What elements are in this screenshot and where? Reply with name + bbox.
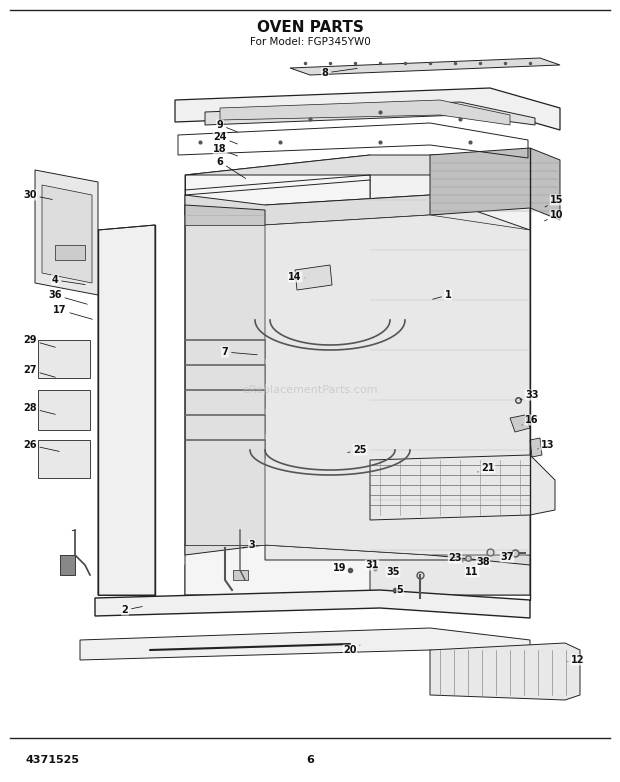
Text: 6: 6 bbox=[306, 755, 314, 765]
Text: 24: 24 bbox=[213, 132, 237, 144]
Polygon shape bbox=[265, 195, 530, 560]
Text: 10: 10 bbox=[544, 210, 564, 221]
Text: 27: 27 bbox=[24, 365, 55, 377]
Polygon shape bbox=[95, 590, 530, 618]
Polygon shape bbox=[38, 440, 90, 478]
Polygon shape bbox=[265, 215, 530, 555]
Text: 1: 1 bbox=[433, 290, 451, 300]
Text: 26: 26 bbox=[24, 440, 60, 451]
Text: 7: 7 bbox=[221, 347, 257, 357]
Text: 18: 18 bbox=[213, 144, 237, 156]
Text: OVEN PARTS: OVEN PARTS bbox=[257, 20, 363, 35]
Text: 2: 2 bbox=[122, 605, 142, 615]
Text: 17: 17 bbox=[53, 305, 92, 319]
Polygon shape bbox=[185, 155, 370, 595]
Polygon shape bbox=[290, 58, 560, 75]
Bar bbox=[55, 245, 85, 260]
Polygon shape bbox=[185, 155, 530, 175]
Text: 20: 20 bbox=[343, 645, 360, 655]
Text: 29: 29 bbox=[24, 335, 55, 347]
Text: 16: 16 bbox=[522, 415, 539, 425]
Text: 5: 5 bbox=[394, 585, 404, 595]
Polygon shape bbox=[430, 643, 580, 700]
Polygon shape bbox=[185, 205, 265, 545]
Text: 25: 25 bbox=[348, 445, 367, 455]
Text: 38: 38 bbox=[476, 557, 490, 567]
Polygon shape bbox=[80, 628, 530, 660]
Polygon shape bbox=[510, 415, 530, 432]
Polygon shape bbox=[185, 185, 530, 225]
Text: 4371525: 4371525 bbox=[25, 755, 79, 765]
Polygon shape bbox=[38, 390, 90, 430]
Text: 28: 28 bbox=[23, 403, 55, 414]
Polygon shape bbox=[35, 170, 98, 295]
Text: 8: 8 bbox=[322, 68, 357, 78]
Text: 23: 23 bbox=[448, 553, 463, 563]
Polygon shape bbox=[185, 535, 530, 565]
Text: 35: 35 bbox=[386, 567, 400, 577]
Text: 19: 19 bbox=[334, 563, 350, 573]
Text: 11: 11 bbox=[465, 567, 479, 577]
Text: 6: 6 bbox=[216, 157, 246, 178]
Polygon shape bbox=[185, 545, 530, 595]
Polygon shape bbox=[205, 102, 535, 125]
Text: eReplacementParts.com: eReplacementParts.com bbox=[242, 385, 378, 395]
Polygon shape bbox=[175, 88, 560, 130]
Text: 3: 3 bbox=[243, 540, 255, 550]
Text: 36: 36 bbox=[48, 290, 87, 304]
Polygon shape bbox=[42, 185, 92, 283]
Text: 37: 37 bbox=[500, 552, 514, 562]
Text: 30: 30 bbox=[24, 190, 52, 200]
Text: 21: 21 bbox=[477, 463, 495, 473]
Polygon shape bbox=[370, 455, 555, 520]
Text: 31: 31 bbox=[365, 560, 379, 570]
Polygon shape bbox=[530, 438, 542, 457]
Polygon shape bbox=[295, 265, 332, 290]
Polygon shape bbox=[233, 570, 248, 580]
Text: 4: 4 bbox=[51, 275, 86, 285]
Polygon shape bbox=[220, 100, 510, 125]
Text: 14: 14 bbox=[288, 272, 305, 282]
Polygon shape bbox=[370, 155, 530, 595]
Text: 13: 13 bbox=[538, 440, 555, 450]
Text: 12: 12 bbox=[568, 655, 585, 665]
Polygon shape bbox=[98, 225, 155, 595]
Text: 33: 33 bbox=[520, 390, 539, 400]
Polygon shape bbox=[185, 225, 265, 545]
Text: For Model: FGP345YW0: For Model: FGP345YW0 bbox=[250, 37, 370, 47]
Polygon shape bbox=[60, 555, 75, 575]
Polygon shape bbox=[38, 340, 90, 378]
Polygon shape bbox=[430, 148, 560, 220]
Text: 9: 9 bbox=[216, 120, 237, 132]
Text: 15: 15 bbox=[545, 195, 564, 207]
